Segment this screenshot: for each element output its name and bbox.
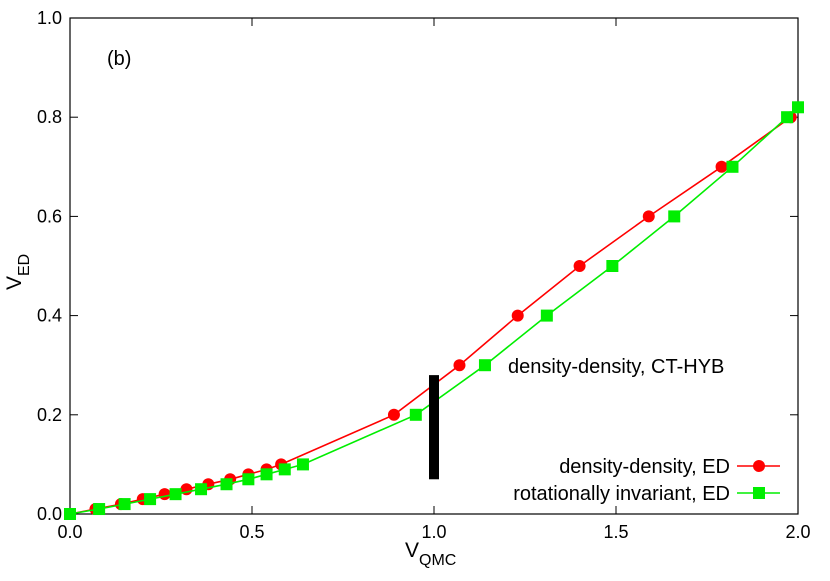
y-tick-label: 1.0 — [37, 8, 62, 28]
y-tick-label: 0.6 — [37, 206, 62, 226]
axis-tick-labels: 0.0 0.5 1.0 1.5 2.0 0.0 0.2 0.4 0.6 0.8 1.0 — [37, 8, 811, 542]
data-point-density-density-ed — [573, 260, 586, 272]
data-point-density-density-ed — [453, 359, 466, 372]
x-tick-label: 2.0 — [785, 522, 810, 542]
data-point-rotationally-invariant-ed — [726, 160, 739, 173]
y-tick-label: 0.4 — [37, 306, 62, 326]
legend-sample-density-density-ed — [737, 460, 780, 472]
x-tick-label: 0.0 — [57, 522, 82, 542]
data-point-density-density-ed — [158, 488, 171, 501]
legend: density-density, ED rotationally invaria… — [513, 456, 780, 505]
data-point-rotationally-invariant-ed — [409, 408, 422, 421]
data-point-rotationally-invariant-ed — [260, 468, 273, 481]
ct-hyb-bar — [429, 375, 439, 480]
data-point-rotationally-invariant-ed — [118, 498, 131, 511]
axis-ticks — [69, 17, 799, 515]
data-point-rotationally-invariant-ed — [540, 309, 553, 322]
data-point-rotationally-invariant-ed — [296, 458, 309, 471]
x-axis-label: VQMC — [405, 539, 456, 569]
ct-hyb-annotation: density-density, CT-HYB — [508, 356, 724, 378]
data-point-rotationally-invariant-ed — [668, 210, 681, 223]
data-point-rotationally-invariant-ed — [242, 473, 255, 486]
series-rotationally-invariant-ed — [64, 101, 804, 520]
y-tick-label: 0.2 — [37, 405, 62, 425]
legend-label-rotationally-invariant-ed: rotationally invariant, ED — [513, 483, 730, 505]
data-point-rotationally-invariant-ed — [144, 493, 157, 506]
legend-sample-rotationally-invariant-ed — [737, 487, 780, 499]
data-point-rotationally-invariant-ed — [781, 111, 794, 124]
legend-marker — [753, 487, 765, 499]
data-point-density-density-ed — [715, 160, 728, 173]
data-point-rotationally-invariant-ed — [169, 488, 182, 501]
data-point-rotationally-invariant-ed — [278, 463, 291, 476]
data-point-rotationally-invariant-ed — [478, 359, 491, 372]
data-point-rotationally-invariant-ed — [64, 508, 76, 520]
x-axis-label-main: V — [405, 539, 419, 562]
x-tick-label: 0.5 — [239, 522, 264, 542]
legend-marker — [753, 460, 765, 472]
x-axis-label-subscript: QMC — [419, 552, 456, 569]
x-tick-label: 1.0 — [421, 522, 446, 542]
y-axis-label-subscript: ED — [16, 254, 33, 276]
x-tick-label: 1.5 — [603, 522, 628, 542]
y-axis-label-main: V — [3, 276, 26, 290]
y-tick-label: 0.0 — [37, 504, 62, 524]
data-point-density-density-ed — [387, 408, 400, 421]
data-point-rotationally-invariant-ed — [792, 101, 804, 114]
data-point-density-density-ed — [511, 309, 524, 322]
y-tick-label: 0.8 — [37, 107, 62, 127]
legend-label-density-density-ed: density-density, ED — [559, 456, 730, 478]
data-point-rotationally-invariant-ed — [220, 478, 233, 491]
data-point-rotationally-invariant-ed — [93, 503, 106, 516]
data-point-rotationally-invariant-ed — [195, 483, 208, 496]
data-point-density-density-ed — [642, 210, 655, 223]
data-point-rotationally-invariant-ed — [606, 260, 619, 272]
series-layer — [64, 101, 804, 520]
panel-label: (b) — [107, 48, 131, 70]
y-axis-label: VED — [3, 254, 33, 290]
